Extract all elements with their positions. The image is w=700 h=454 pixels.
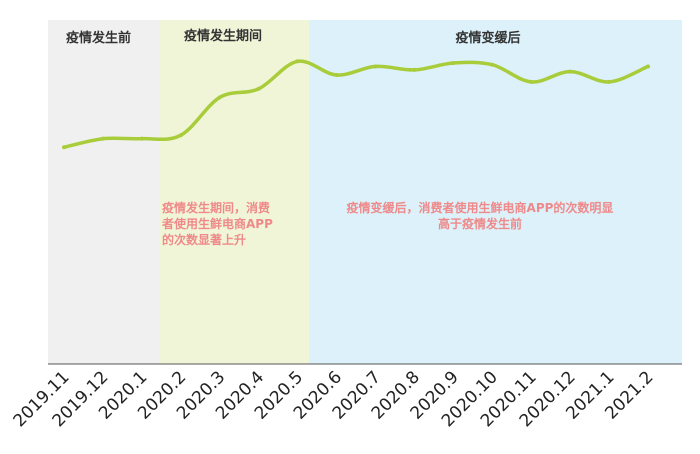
data-point-2020.3 [217, 95, 222, 100]
data-point-2020.4 [256, 86, 261, 91]
data-point-2019.11 [62, 145, 66, 150]
data-point-2020.1 [139, 136, 144, 141]
phase-during-note-line-2: 者使用生鲜电商APP [161, 216, 273, 231]
data-point-2020.5 [295, 59, 300, 64]
phase-before-background [48, 20, 160, 364]
phase-during-note-line-3: 的次数显著上升 [162, 232, 246, 247]
phase-after-title: 疫情变缓后 [455, 30, 520, 46]
series-layer [62, 59, 650, 150]
data-point-2021.2 [646, 64, 650, 69]
data-point-2020.8 [412, 67, 417, 72]
phase-after-background [309, 20, 682, 364]
phase-after-note-line-2: 高于疫情发生前 [438, 216, 522, 231]
data-point-2020.11 [529, 79, 534, 84]
phase-during-title: 疫情发生期间 [184, 28, 262, 44]
data-point-2020.12 [568, 69, 573, 74]
phase-during-note-line-1: 疫情发生期间，消费 [162, 200, 270, 215]
data-point-2020.10 [490, 62, 495, 67]
data-point-2020.9 [451, 61, 456, 65]
phase-during-background [160, 20, 309, 364]
phase-before-title: 疫情发生前 [66, 30, 131, 46]
data-point-2020.2 [178, 133, 183, 138]
x-tick-labels: 2019.112019.122020.12020.22020.32020.420… [10, 367, 658, 431]
data-point-2020.7 [373, 64, 378, 69]
data-point-2021.1 [607, 79, 612, 84]
phase-after-note-line-1: 疫情变缓后，消费者使用生鲜电商APP的次数明显 [347, 200, 614, 215]
data-point-2020.6 [334, 73, 339, 78]
data-point-2019.12 [100, 136, 105, 141]
series-line [62, 59, 650, 150]
